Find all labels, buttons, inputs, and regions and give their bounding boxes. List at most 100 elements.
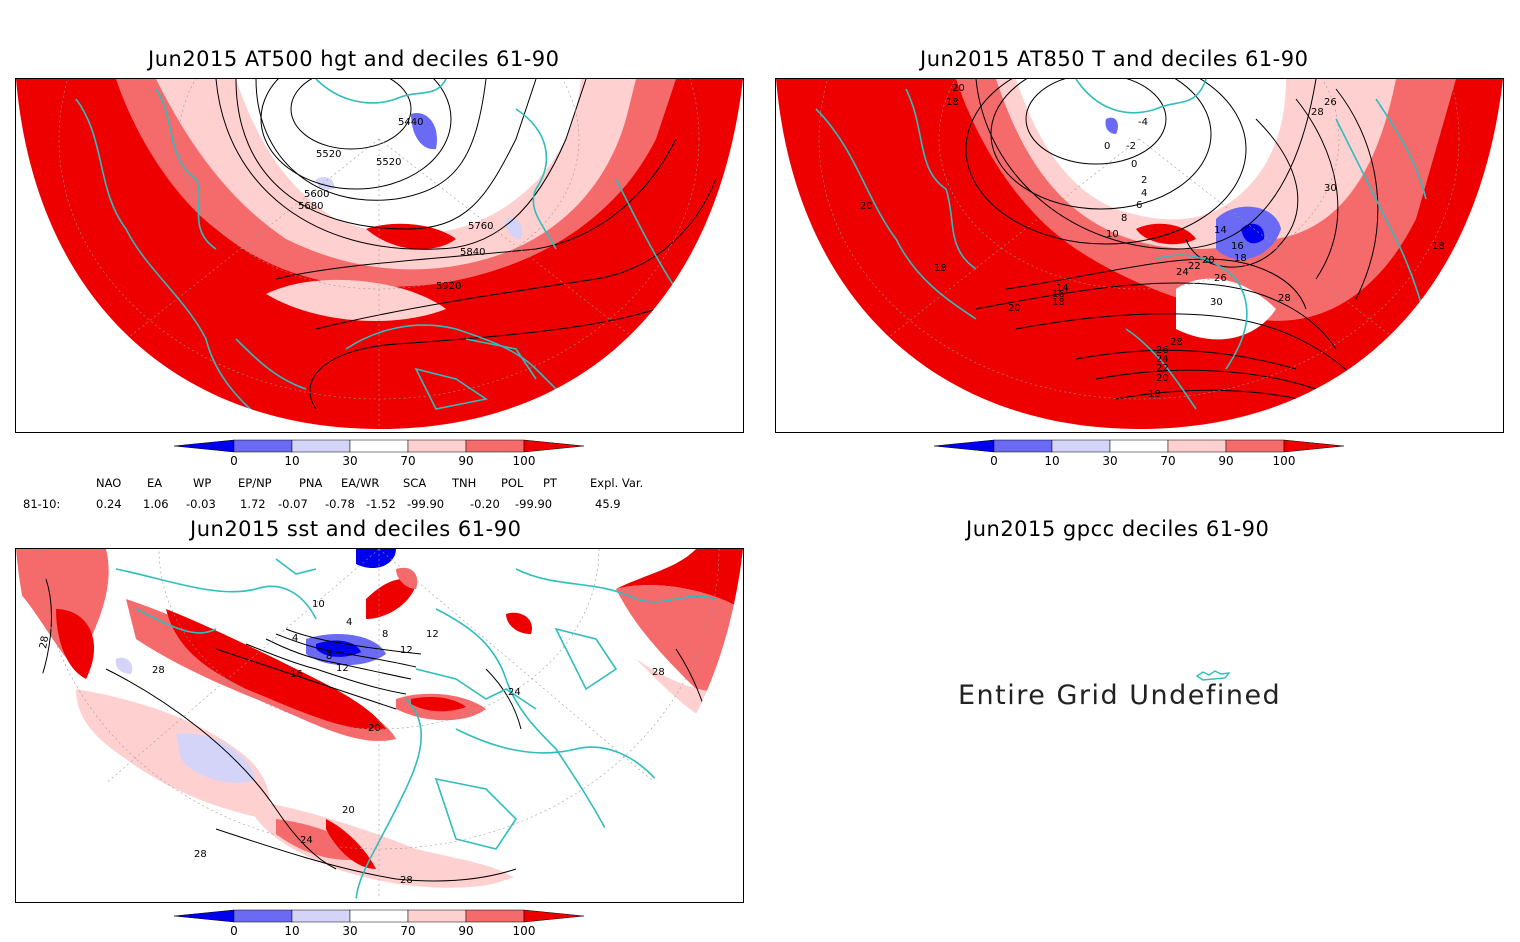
contour-label: 8 xyxy=(326,651,332,662)
contour-label: 18 xyxy=(1234,253,1247,264)
sst-contours xyxy=(40,578,717,882)
contour-label: 26 xyxy=(1156,345,1169,356)
map-panel-hgt500: 5440 5520 5520 5600 5680 5760 5840 5920 xyxy=(15,78,744,433)
contour-label: 28 xyxy=(400,875,413,886)
contour-label: 20 xyxy=(952,83,965,94)
contour-label: 28 xyxy=(38,635,51,649)
index-value: 0.24 xyxy=(96,497,122,511)
index-header: EA/WR xyxy=(341,476,380,490)
colorbar-tick: 0 xyxy=(230,454,238,468)
shade-below-normal xyxy=(176,733,256,783)
title-gpcc: Jun2015 gpcc deciles 61-90 xyxy=(966,517,1270,541)
t850-contour-labels: 20 18 0 -4 -2 0 2 4 6 8 10 14 18 16 20 2… xyxy=(860,83,1445,400)
contour-label: 8 xyxy=(382,629,388,640)
colorbar-swatches xyxy=(173,439,585,453)
index-header: EP/NP xyxy=(238,476,272,490)
colorbar-tick: 30 xyxy=(342,924,358,938)
colorbar-tick: 0 xyxy=(230,924,238,938)
colorbar-tick: 10 xyxy=(284,454,300,468)
contour-label: 24 xyxy=(300,835,313,846)
contour-label: 14 xyxy=(1056,283,1069,294)
contour-label: 20 xyxy=(1156,373,1169,384)
index-header: Expl. Var. xyxy=(590,476,644,490)
contour-label: 5440 xyxy=(398,117,423,128)
index-value: -99.90 xyxy=(515,497,553,511)
contour-label: 20 xyxy=(368,723,381,734)
contour-label: 5760 xyxy=(468,221,493,232)
colorbar-t850: 0 10 30 70 90 100 xyxy=(932,438,1352,472)
map-hgt500: 5440 5520 5520 5600 5680 5760 5840 5920 xyxy=(16,79,743,429)
temperature-contours xyxy=(965,79,1379,410)
shade-high-decile-east xyxy=(616,549,743,609)
contour-label: 5520 xyxy=(316,149,341,160)
shade-high-decile-west xyxy=(56,609,95,679)
contour-label: 12 xyxy=(400,645,413,656)
colorbar-tick: 100 xyxy=(512,454,536,468)
stray-coastline-fragment xyxy=(1195,670,1231,681)
shade-high-decile-med xyxy=(411,696,466,712)
shade-high-decile-south xyxy=(326,819,376,869)
colorbar-tick: 30 xyxy=(342,454,358,468)
contour-label: 0 xyxy=(1104,141,1110,152)
index-header: EA xyxy=(147,476,163,490)
index-header: PT xyxy=(543,476,557,490)
contour-label: 12 xyxy=(336,663,349,674)
contour-label: 4 xyxy=(346,617,352,628)
contour-label: 28 xyxy=(1278,293,1291,304)
shade-above-normal-south xyxy=(246,799,516,888)
index-value: 1.06 xyxy=(143,497,169,511)
undefined-grid-message: Entire Grid Undefined xyxy=(958,680,1282,711)
contour-label: 30 xyxy=(1210,297,1223,308)
contour-label: 20 xyxy=(342,805,355,816)
contour-label: 5840 xyxy=(460,247,485,258)
map-sst: 28 28 20 16 12 8 4 4 8 12 20 24 28 28 28… xyxy=(16,549,743,899)
contour-label: 28 xyxy=(652,667,665,678)
colorbar-tick: 100 xyxy=(512,924,536,938)
title-t850: Jun2015 AT850 T and deciles 61-90 xyxy=(920,47,1309,71)
contour-label: 28 xyxy=(1311,107,1324,118)
shade-low-decile-north xyxy=(1105,117,1118,134)
contour-label: 0 xyxy=(1131,159,1137,170)
contour-label: 10 xyxy=(1106,229,1119,240)
contour-label: 2 xyxy=(1141,175,1147,186)
shade-normal xyxy=(1016,79,1286,220)
index-value: -99.90 xyxy=(407,497,445,511)
colorbar-tick: 70 xyxy=(400,454,416,468)
map-panel-t850: 20 18 0 -4 -2 0 2 4 6 8 10 14 18 16 20 2… xyxy=(775,78,1504,433)
contour-label: 18 xyxy=(934,263,947,274)
contour-label: 20 xyxy=(1202,255,1215,266)
contour-label: 28 xyxy=(152,665,165,676)
contour-label: 16 xyxy=(1052,289,1065,300)
contour-label: 30 xyxy=(1324,183,1337,194)
contour-label: 28 xyxy=(1170,337,1183,348)
index-value: -0.03 xyxy=(186,497,216,511)
contour-label: 5600 xyxy=(304,189,329,200)
contour-label: 18 xyxy=(1148,389,1161,400)
colorbar-tick: 90 xyxy=(1218,454,1234,468)
contour-label: 18 xyxy=(1052,297,1065,308)
index-row-label: 81-10: xyxy=(23,497,61,511)
contour-label: 4 xyxy=(1141,188,1147,199)
index-value: -0.07 xyxy=(278,497,308,511)
contour-label: 20 xyxy=(860,201,873,212)
colorbar-tick: 90 xyxy=(458,454,474,468)
contour-label: 20 xyxy=(1008,303,1021,314)
shade-high-decile-spot xyxy=(506,612,532,634)
index-value: 45.9 xyxy=(595,497,621,511)
contour-label: 28 xyxy=(194,849,207,860)
height-contours xyxy=(215,79,717,410)
shade-lowest-decile-north xyxy=(356,549,396,569)
shade-high-atlantic xyxy=(366,223,456,250)
shade-below-normal-2 xyxy=(115,657,133,674)
colorbar-tick: 70 xyxy=(1160,454,1176,468)
hgt500-contour-labels: 5440 5520 5520 5600 5680 5760 5840 5920 xyxy=(298,117,493,292)
shade-normal xyxy=(236,79,581,235)
sst-contour-labels: 28 28 20 16 12 8 4 4 8 12 20 24 28 28 28… xyxy=(38,599,665,886)
index-header: SCA xyxy=(403,476,427,490)
colorbar-tick: 10 xyxy=(1044,454,1060,468)
colorbar-tick: 30 xyxy=(1102,454,1118,468)
index-header: WP xyxy=(193,476,212,490)
contour-label: 12 xyxy=(426,629,439,640)
index-header: TNH xyxy=(452,476,477,490)
contour-label: 4 xyxy=(292,633,298,644)
